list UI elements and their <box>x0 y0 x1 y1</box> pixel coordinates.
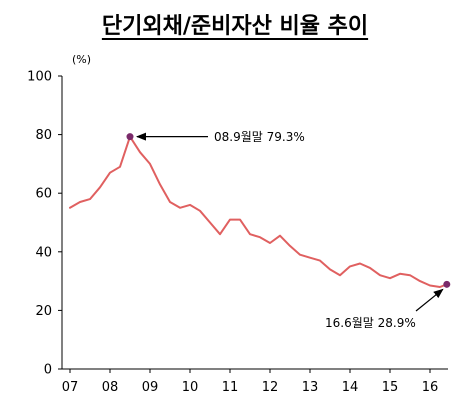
highlight-marker <box>443 280 451 288</box>
data-point <box>429 284 431 287</box>
data-point <box>119 166 121 168</box>
annotation-arrow-latest <box>415 288 444 312</box>
data-point <box>399 273 401 275</box>
data-point <box>99 186 101 188</box>
data-point <box>389 277 391 279</box>
x-tick-label: 15 <box>382 380 399 395</box>
y-axis-unit-label: (%) <box>72 53 91 66</box>
x-tick-label: 16 <box>422 380 439 395</box>
data-point <box>239 218 241 221</box>
y-tick-label: 60 <box>35 187 52 202</box>
y-tick-label: 40 <box>35 245 52 260</box>
data-point <box>289 245 291 247</box>
data-point <box>299 254 301 256</box>
data-point <box>169 201 171 203</box>
data-point <box>279 235 281 237</box>
annotation-label-peak: 08.9월말 79.3% <box>214 130 305 144</box>
data-point <box>349 265 351 268</box>
data-point <box>439 286 441 288</box>
data-point <box>259 236 261 238</box>
highlight-marker <box>126 133 134 141</box>
data-point <box>329 268 331 270</box>
data-point <box>249 233 251 235</box>
data-point <box>199 210 201 212</box>
chart-title: 단기외채/준비자산 비율 추이 <box>0 8 470 40</box>
data-point <box>89 198 91 200</box>
data-point <box>209 221 211 224</box>
data-point <box>149 163 151 165</box>
annotation-group: 08.9월말 79.3% 16.6월말 28.9% <box>136 130 444 330</box>
series-line <box>69 135 448 288</box>
data-point <box>159 183 161 186</box>
data-point <box>359 262 361 265</box>
x-tick-label: 09 <box>142 380 159 395</box>
data-point <box>309 257 311 259</box>
x-tick-label: 08 <box>102 380 119 395</box>
x-tick-label: 10 <box>182 380 199 395</box>
data-point <box>219 233 221 235</box>
series-group <box>69 135 448 288</box>
data-point <box>319 259 321 262</box>
x-tick-label: 14 <box>342 380 359 395</box>
y-tick-label: 0 <box>44 363 52 378</box>
x-tick-label: 07 <box>62 380 79 395</box>
data-point <box>229 218 231 221</box>
data-point <box>189 204 191 206</box>
data-point <box>369 267 371 269</box>
data-point <box>69 207 71 209</box>
y-axis-ticks: 0 20 40 60 80 100 (%) <box>27 53 91 378</box>
data-point <box>109 172 111 174</box>
data-point <box>379 274 381 276</box>
y-tick-label: 20 <box>35 304 52 319</box>
y-tick-label: 100 <box>27 70 52 85</box>
y-tick-label: 80 <box>35 128 52 143</box>
marker-group <box>126 133 451 288</box>
annotation-label-latest: 16.6월말 28.9% <box>325 316 416 330</box>
chart-axes <box>61 76 448 370</box>
x-axis-ticks: 07 08 09 10 11 12 13 14 15 16 <box>62 369 439 395</box>
data-point <box>339 274 341 276</box>
x-tick-label: 13 <box>302 380 319 395</box>
data-point <box>139 151 141 153</box>
x-tick-label: 11 <box>222 380 239 395</box>
data-point <box>419 280 421 282</box>
data-point <box>269 242 271 244</box>
chart-title-text: 단기외채/준비자산 비율 추이 <box>101 14 369 39</box>
x-tick-label: 12 <box>262 380 279 395</box>
data-point <box>409 274 411 276</box>
data-point <box>179 207 181 209</box>
data-point <box>79 201 81 203</box>
